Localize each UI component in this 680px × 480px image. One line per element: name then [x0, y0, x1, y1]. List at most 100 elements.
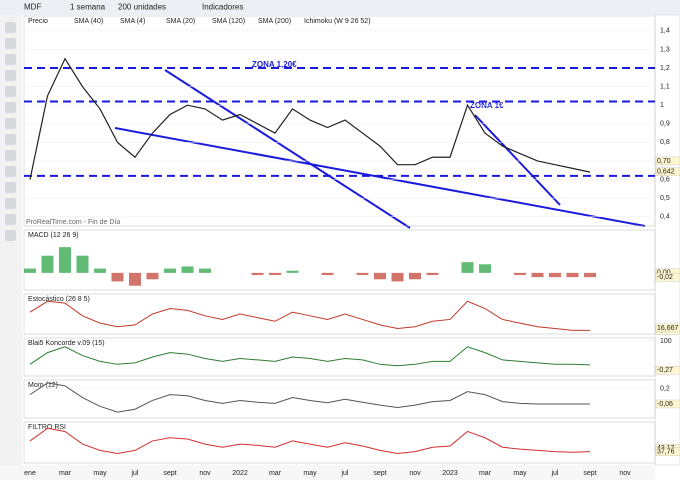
x-tick-label: ene — [24, 470, 36, 477]
y-tick-label: 0,9 — [660, 121, 670, 128]
tool-icon — [5, 22, 16, 33]
value-tag-label: 16,667 — [657, 325, 679, 332]
tool-icon — [5, 102, 16, 113]
y-tick-label: 0,2 — [660, 386, 670, 393]
tool-icon — [5, 118, 16, 129]
toolbar — [0, 0, 680, 15]
x-tick-label: may — [93, 470, 107, 477]
panel — [23, 379, 656, 419]
histogram-bar — [111, 272, 124, 282]
histogram-bar — [321, 272, 334, 275]
x-tick-label: 2022 — [232, 470, 248, 477]
y-tick-label: 0,5 — [660, 195, 670, 202]
tool-icon — [5, 230, 16, 241]
panel — [23, 293, 656, 335]
value-tag-label: -0,02 — [657, 274, 673, 281]
channel-line — [474, 114, 561, 206]
y-tick-label: 1,3 — [660, 46, 670, 53]
tool-icon — [5, 214, 16, 225]
time-axis — [0, 465, 655, 480]
y-tick-label: 0,4 — [660, 214, 670, 221]
histogram-bar — [24, 268, 36, 273]
histogram-bar — [549, 272, 561, 278]
indicator-line — [29, 346, 591, 367]
indicator-line — [29, 382, 590, 413]
y-tick-label: 1,1 — [660, 83, 670, 90]
units[interactable]: 200 unidades — [118, 3, 166, 12]
y-tick-label: 1,4 — [660, 28, 670, 35]
histogram-bar — [514, 272, 526, 275]
value-tag-label: -0,06 — [657, 401, 673, 408]
value-tag — [655, 167, 680, 176]
y-tick-label: 0,6 — [660, 176, 670, 183]
panel-title: SMA (120) — [212, 18, 245, 25]
x-tick-label: nov — [199, 470, 211, 477]
panel-title: SMA (20) — [166, 18, 195, 25]
tool-icon — [5, 38, 16, 49]
histogram-bar — [356, 272, 369, 275]
histogram-bar — [584, 272, 596, 278]
histogram-bar — [199, 268, 211, 273]
histogram-bar — [164, 268, 176, 273]
histogram-bar — [181, 266, 194, 273]
channel-line — [114, 127, 646, 227]
value-tag — [655, 323, 680, 333]
panel — [23, 421, 656, 464]
indicator-line — [29, 300, 590, 331]
histogram-bar — [566, 272, 579, 278]
x-tick-label: jul — [550, 470, 558, 477]
panel-title: FILTRO RSI — [28, 424, 66, 431]
value-tag-label: -0,27 — [657, 367, 673, 374]
histogram-bar — [129, 272, 141, 286]
value-tag-label: 37,76 — [657, 449, 675, 456]
value-tag-label: 0,70 — [657, 158, 671, 165]
panel — [23, 229, 656, 291]
value-tag — [655, 399, 680, 409]
price-line — [29, 57, 591, 180]
tool-icon — [5, 86, 16, 97]
histogram-bar — [531, 272, 544, 278]
annotation: ZONA 1€ — [470, 101, 504, 110]
histogram-bar — [391, 272, 404, 282]
tool-column — [0, 15, 22, 480]
watermark: ProRealTime.com - Fin de Día — [26, 219, 120, 226]
x-tick-label: mar — [269, 470, 282, 477]
panel — [23, 15, 656, 227]
histogram-bar — [269, 272, 281, 275]
histogram-bar — [146, 272, 159, 280]
x-tick-label: sept — [373, 470, 386, 477]
tool-icon — [5, 182, 16, 193]
histogram-bar — [41, 255, 54, 273]
y-tick-label: 1 — [660, 102, 664, 109]
x-tick-label: may — [513, 470, 527, 477]
y-tick-label: 1,2 — [660, 65, 670, 72]
x-tick-label: sept — [163, 470, 176, 477]
x-tick-label: nov — [409, 470, 421, 477]
panel-title: SMA (200) — [258, 18, 291, 25]
tool-icon — [5, 134, 16, 145]
tool-icon — [5, 54, 16, 65]
histogram-bar — [426, 272, 439, 275]
value-tag — [655, 156, 680, 166]
indicators[interactable]: Indicadores — [202, 3, 243, 12]
histogram-bar — [251, 272, 264, 275]
x-tick-label: mar — [479, 470, 492, 477]
histogram-bar — [409, 272, 421, 280]
histogram-bar — [76, 255, 89, 273]
x-tick-label: sept — [583, 470, 596, 477]
tool-icon — [5, 70, 16, 81]
histogram-bar — [286, 270, 299, 273]
panel — [23, 337, 656, 377]
x-tick-label: jul — [130, 470, 138, 477]
tool-icon — [5, 198, 16, 209]
symbol[interactable]: MDF — [24, 3, 41, 12]
y-tick-label: 0,8 — [660, 139, 670, 146]
panel-title: Estocástico (26 8 5) — [28, 296, 90, 303]
period[interactable]: 1 semana — [70, 3, 106, 12]
x-tick-label: may — [303, 470, 317, 477]
panel-title: Blai5 Koncorde v.09 (15) — [28, 340, 105, 347]
price-axis — [654, 14, 680, 466]
panel-title: Mom (12) — [28, 382, 58, 389]
